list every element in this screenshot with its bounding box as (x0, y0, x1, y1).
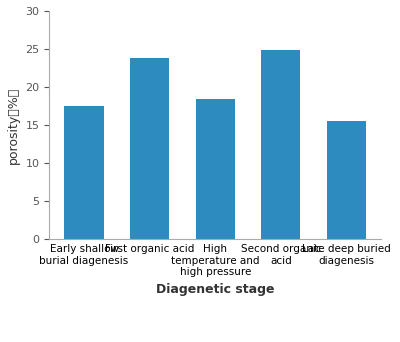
Bar (130, 58, 169, 239)
Y-axis label: porosity（%）: porosity（%） (7, 87, 20, 164)
Bar (196, 98, 235, 239)
Bar (64, 106, 104, 239)
Bar (261, 50, 300, 239)
Bar (327, 121, 366, 239)
X-axis label: Diagenetic stage: Diagenetic stage (156, 283, 274, 296)
